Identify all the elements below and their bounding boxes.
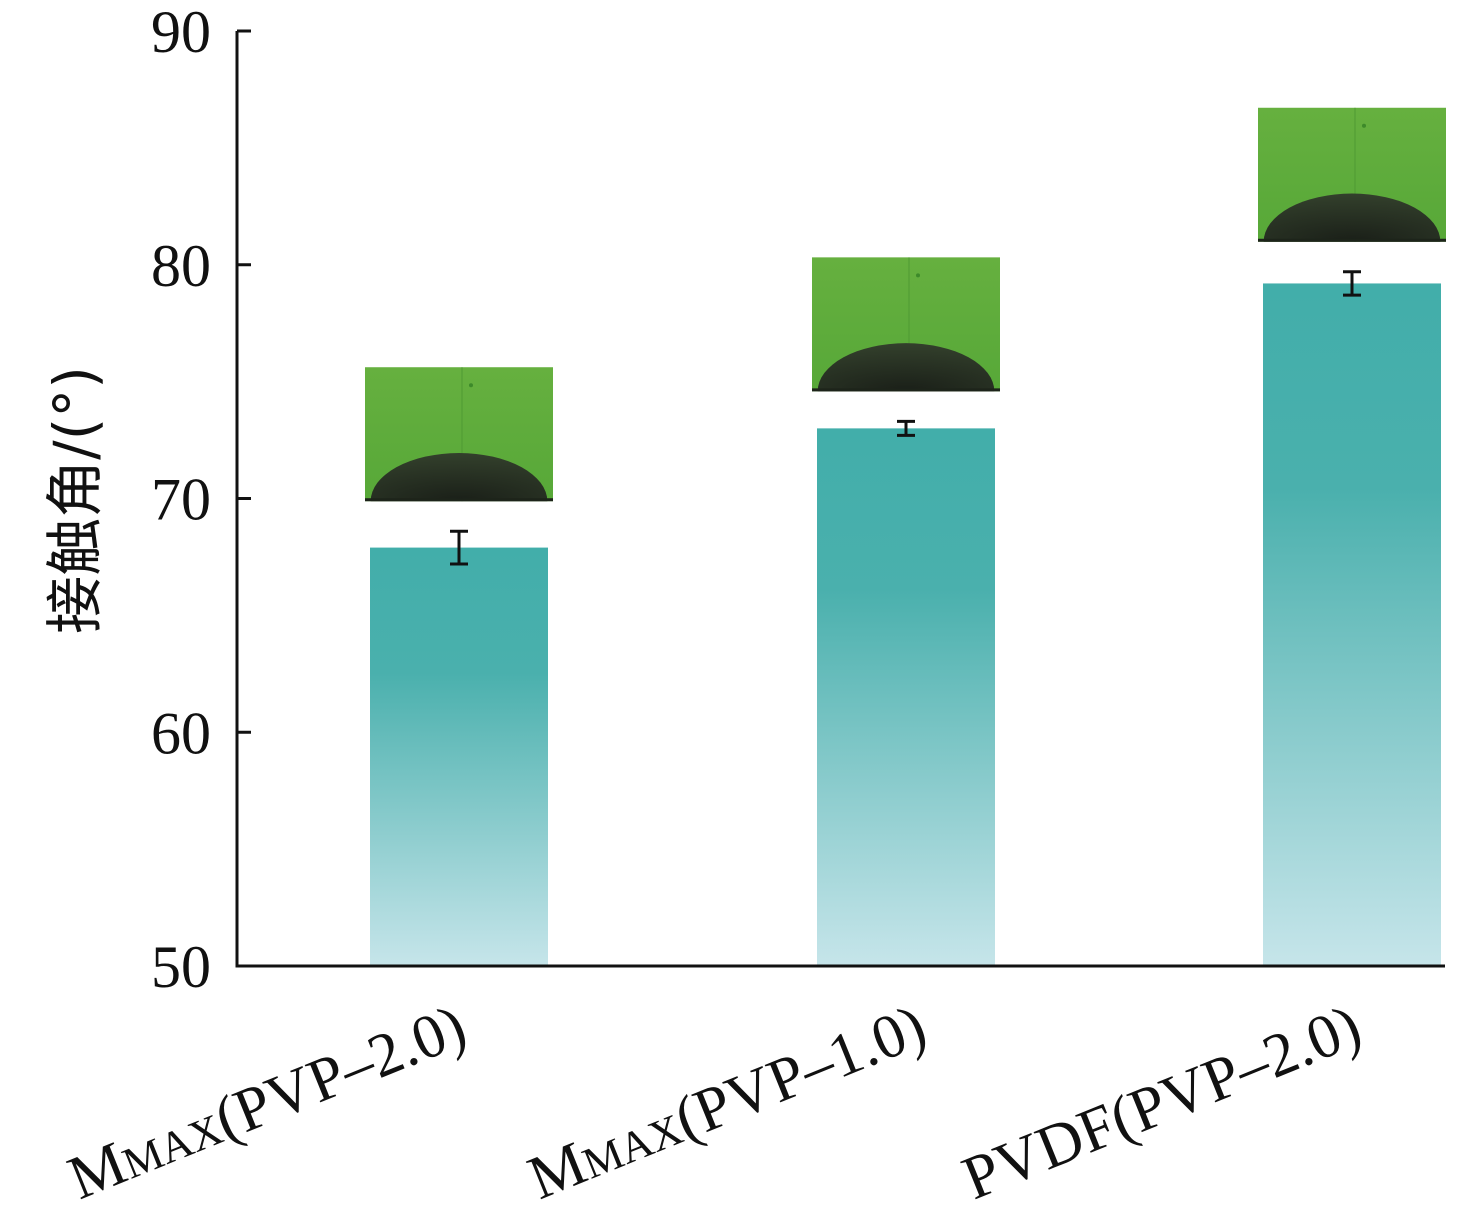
droplet-shape <box>817 343 995 392</box>
inset-speck <box>469 383 473 388</box>
insets-layer <box>365 107 1446 502</box>
x-tick-label-3: PVDF(PVP–2.0) <box>953 992 1370 1213</box>
y-tick-label: 90 <box>151 0 211 65</box>
inset-speck <box>916 273 920 278</box>
bar-1 <box>370 547 548 966</box>
error-bar-2 <box>897 419 915 437</box>
error-bar-1 <box>450 529 468 566</box>
droplet-shape <box>370 453 548 502</box>
y-tick-label: 70 <box>151 467 211 533</box>
x-tick-label-2: MMAX(PVP–1.0) <box>519 992 935 1213</box>
inset-baseline <box>812 388 1000 392</box>
droplet-inset-2 <box>812 257 1000 392</box>
bars-layer <box>370 283 1441 966</box>
inset-speck <box>1362 123 1366 128</box>
bar-2 <box>817 428 995 966</box>
inset-baseline <box>365 498 553 502</box>
bar-3 <box>1263 283 1441 966</box>
label-rest: PVDF(PVP–2.0) <box>953 992 1370 1213</box>
droplet-inset-3 <box>1258 107 1446 242</box>
inset-baseline <box>1258 238 1446 242</box>
droplet-inset-1 <box>365 367 553 502</box>
error-bar-3 <box>1343 270 1361 297</box>
y-tick-label: 60 <box>151 700 211 766</box>
label-small-caps: MAX <box>116 1105 230 1189</box>
x-tick-labels: MMAX(PVP–2.0)MMAX(PVP–1.0) PVDF(PVP–2.0) <box>59 992 1370 1213</box>
y-axis-label: 接触角/(°) <box>41 366 109 634</box>
x-tick-label-1: MMAX(PVP–2.0) <box>59 992 475 1213</box>
error-bars-layer <box>450 270 1361 566</box>
axes: 50 60 70 80 90 <box>151 0 1445 1000</box>
y-tick-label: 80 <box>151 233 211 299</box>
label-small-caps: MAX <box>576 1105 690 1189</box>
droplet-shape <box>1263 193 1441 242</box>
y-tick-label: 50 <box>151 934 211 1000</box>
label-rest: (PVP–2.0) <box>205 992 475 1154</box>
label-rest: (PVP–1.0) <box>665 992 935 1154</box>
